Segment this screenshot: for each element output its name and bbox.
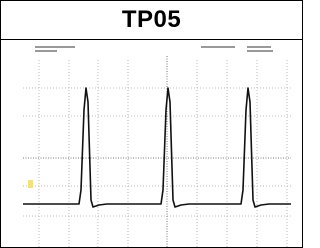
title: TP05 [1,1,302,40]
scope-display [1,40,302,247]
trace [23,88,291,207]
scope-header [35,46,273,52]
ground-marker [28,180,33,188]
screenshot: TP05 [0,0,303,248]
